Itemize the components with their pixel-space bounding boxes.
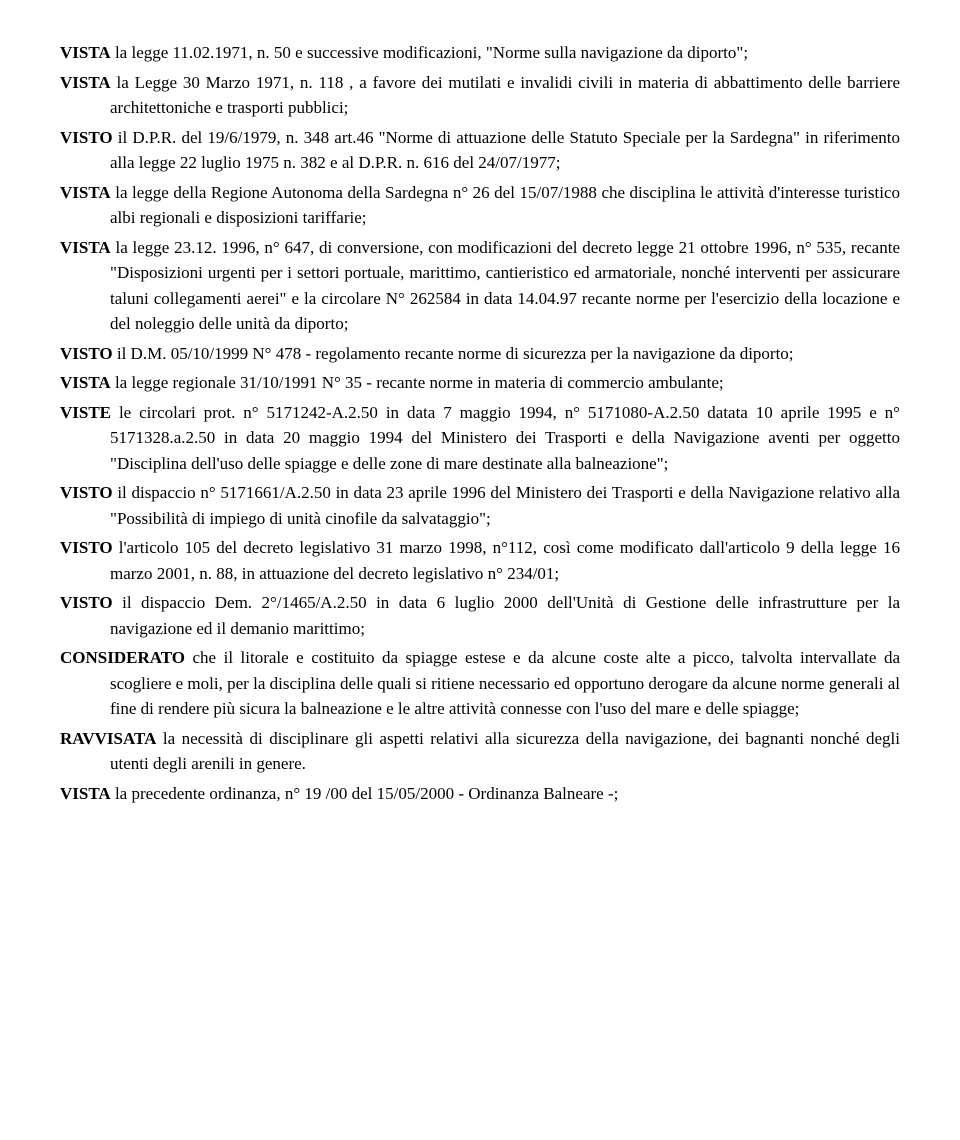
lead-keyword: VISTO bbox=[60, 483, 113, 502]
lead-keyword: VISTO bbox=[60, 538, 113, 557]
lead-keyword: VISTA bbox=[60, 238, 111, 257]
legal-paragraph: VISTA la legge 23.12. 1996, n° 647, di c… bbox=[60, 235, 900, 337]
paragraph-text: la legge della Regione Autonoma della Sa… bbox=[110, 183, 900, 228]
legal-paragraph: VISTA la legge 11.02.1971, n. 50 e succe… bbox=[60, 40, 900, 66]
lead-keyword: VISTE bbox=[60, 403, 111, 422]
legal-paragraph: VISTA la precedente ordinanza, n° 19 /00… bbox=[60, 781, 900, 807]
legal-paragraph: VISTA la legge della Regione Autonoma de… bbox=[60, 180, 900, 231]
legal-paragraph: VISTO l'articolo 105 del decreto legisla… bbox=[60, 535, 900, 586]
paragraph-text: che il litorale e costituito da spiagge … bbox=[110, 648, 900, 718]
lead-keyword: VISTO bbox=[60, 593, 113, 612]
paragraph-text: la legge 23.12. 1996, n° 647, di convers… bbox=[110, 238, 900, 334]
lead-keyword: VISTO bbox=[60, 128, 113, 147]
lead-keyword: RAVVISATA bbox=[60, 729, 156, 748]
legal-paragraph: VISTO il D.P.R. del 19/6/1979, n. 348 ar… bbox=[60, 125, 900, 176]
legal-paragraph: CONSIDERATO che il litorale e costituito… bbox=[60, 645, 900, 722]
paragraph-text: la precedente ordinanza, n° 19 /00 del 1… bbox=[111, 784, 619, 803]
paragraph-text: l'articolo 105 del decreto legislativo 3… bbox=[110, 538, 900, 583]
lead-keyword: VISTA bbox=[60, 73, 111, 92]
legal-paragraph: VISTO il D.M. 05/10/1999 N° 478 - regola… bbox=[60, 341, 900, 367]
legal-paragraph: VISTA la legge regionale 31/10/1991 N° 3… bbox=[60, 370, 900, 396]
legal-paragraph: VISTE le circolari prot. n° 5171242-A.2.… bbox=[60, 400, 900, 477]
paragraph-text: la legge regionale 31/10/1991 N° 35 - re… bbox=[111, 373, 724, 392]
lead-keyword: VISTA bbox=[60, 43, 111, 62]
paragraph-text: il D.M. 05/10/1999 N° 478 - regolamento … bbox=[113, 344, 794, 363]
legal-paragraph: VISTO il dispaccio Dem. 2°/1465/A.2.50 i… bbox=[60, 590, 900, 641]
document-body: VISTA la legge 11.02.1971, n. 50 e succe… bbox=[60, 40, 900, 806]
paragraph-text: il D.P.R. del 19/6/1979, n. 348 art.46 "… bbox=[110, 128, 900, 173]
lead-keyword: VISTA bbox=[60, 183, 111, 202]
paragraph-text: il dispaccio Dem. 2°/1465/A.2.50 in data… bbox=[110, 593, 900, 638]
legal-paragraph: VISTA la Legge 30 Marzo 1971, n. 118 , a… bbox=[60, 70, 900, 121]
paragraph-text: la legge 11.02.1971, n. 50 e successive … bbox=[111, 43, 748, 62]
paragraph-text: la Legge 30 Marzo 1971, n. 118 , a favor… bbox=[110, 73, 900, 118]
legal-paragraph: RAVVISATA la necessità di disciplinare g… bbox=[60, 726, 900, 777]
lead-keyword: CONSIDERATO bbox=[60, 648, 185, 667]
lead-keyword: VISTO bbox=[60, 344, 113, 363]
paragraph-text: la necessità di disciplinare gli aspetti… bbox=[110, 729, 900, 774]
paragraph-text: il dispaccio n° 5171661/A.2.50 in data 2… bbox=[110, 483, 900, 528]
lead-keyword: VISTA bbox=[60, 784, 111, 803]
legal-paragraph: VISTO il dispaccio n° 5171661/A.2.50 in … bbox=[60, 480, 900, 531]
paragraph-text: le circolari prot. n° 5171242-A.2.50 in … bbox=[110, 403, 900, 473]
lead-keyword: VISTA bbox=[60, 373, 111, 392]
